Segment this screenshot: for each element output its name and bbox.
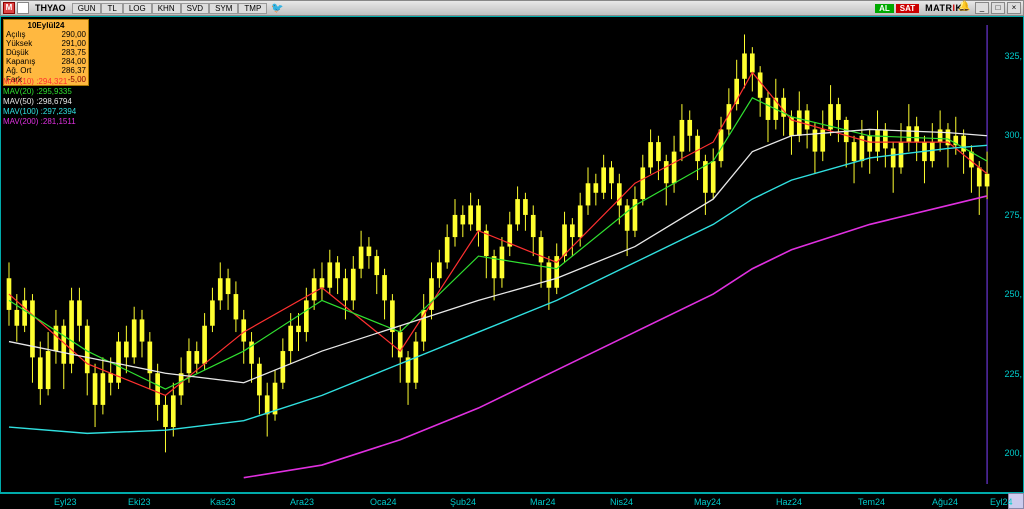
mav-legend-row: MAV(50) :298,6794	[3, 97, 76, 107]
ohlc-date: 10Eylül24	[6, 21, 86, 30]
toolbar-btn-tmp[interactable]: TMP	[238, 3, 267, 14]
chart-icon	[17, 2, 29, 14]
x-tick: Eyl24	[990, 497, 1013, 507]
buy-button[interactable]: AL	[875, 4, 894, 13]
y-tick: 325,	[1004, 51, 1022, 61]
x-tick: Şub24	[450, 497, 476, 507]
toolbar-btn-svd[interactable]: SVD	[181, 3, 209, 14]
ohlc-row: Düşük283,75	[6, 48, 86, 57]
minimize-button[interactable]: _	[975, 2, 989, 14]
y-tick: 250,	[1004, 289, 1022, 299]
mav-legend-row: MAV(20) :295,9335	[3, 87, 76, 97]
app-icon: M	[3, 2, 15, 14]
price-chart	[1, 17, 1023, 492]
y-axis: 200, 225, 250, 275, 300, 325,	[992, 16, 1022, 493]
x-tick: Ağu24	[932, 497, 958, 507]
maximize-button[interactable]: □	[991, 2, 1005, 14]
x-tick: Ara23	[290, 497, 314, 507]
x-axis: Eyl23 Eki23 Kas23 Ara23 Oca24 Şub24 Mar24 Nis24…	[0, 493, 1024, 509]
ohlc-row: Ağ. Ort286,37	[6, 66, 86, 75]
toolbar-btn-gun[interactable]: GUN	[72, 3, 102, 14]
titlebar-left: M THYAO GUNTLLOGKHNSVDSYMTMP 🐦	[1, 2, 286, 14]
twitter-icon[interactable]: 🐦	[269, 3, 285, 14]
chart-area[interactable]: 10Eylül24 Açılış290,00Yüksek291,00Düşük2…	[0, 16, 1024, 493]
y-tick: 275,	[1004, 210, 1022, 220]
x-tick: Kas23	[210, 497, 236, 507]
y-tick: 300,	[1004, 130, 1022, 140]
ohlc-row: Açılış290,00	[6, 30, 86, 39]
x-tick: Mar24	[530, 497, 556, 507]
ohlc-row: Yüksek291,00	[6, 39, 86, 48]
toolbar-btn-khn[interactable]: KHN	[152, 3, 181, 14]
y-tick: 225,	[1004, 369, 1022, 379]
symbol-label: THYAO	[31, 3, 70, 13]
mav-legend-row: MAV(10) :294,321	[3, 77, 76, 87]
x-tick: Eki23	[128, 497, 151, 507]
ohlc-box: 10Eylül24 Açılış290,00Yüksek291,00Düşük2…	[3, 19, 89, 86]
bell-icon[interactable]: 🔔	[958, 1, 972, 13]
mav-legend: MAV(10) :294,321MAV(20) :295,9335MAV(50)…	[3, 77, 76, 127]
x-tick: Eyl23	[54, 497, 77, 507]
mav-legend-row: MAV(200) :281,1511	[3, 117, 76, 127]
ohlc-row: Kapanış284,00	[6, 57, 86, 66]
close-button[interactable]: ×	[1007, 2, 1021, 14]
x-tick: Haz24	[776, 497, 802, 507]
titlebar: M THYAO GUNTLLOGKHNSVDSYMTMP 🐦 🔔 AL SAT …	[0, 0, 1024, 16]
toolbar-btn-sym[interactable]: SYM	[209, 3, 238, 14]
toolbar-btn-log[interactable]: LOG	[123, 3, 152, 14]
y-tick: 200,	[1004, 448, 1022, 458]
titlebar-right: 🔔 AL SAT MATRIKS _ □ ×	[875, 2, 1023, 14]
mav-legend-row: MAV(100) :297,2394	[3, 107, 76, 117]
toolbar-btn-tl[interactable]: TL	[101, 3, 122, 14]
x-tick: Nis24	[610, 497, 633, 507]
x-tick: Tem24	[858, 497, 885, 507]
x-tick: May24	[694, 497, 721, 507]
x-tick: Oca24	[370, 497, 397, 507]
sell-button[interactable]: SAT	[896, 4, 919, 13]
